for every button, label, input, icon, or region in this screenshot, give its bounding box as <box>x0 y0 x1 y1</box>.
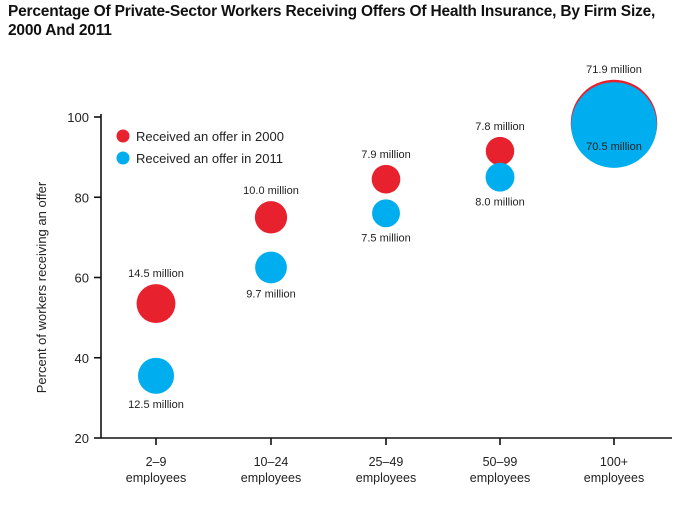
data-label-2000: 14.5 million <box>128 268 184 280</box>
legend-swatch-2011 <box>116 151 130 165</box>
chart-title-line-1: Percentage Of Private-Sector Workers Rec… <box>8 3 656 20</box>
x-tick-label: 25–49 <box>369 455 404 469</box>
legend-label-2000: Received an offer in 2000 <box>136 129 284 144</box>
data-label-2011: 12.5 million <box>128 399 184 411</box>
chart-title-line-2: 2000 And 2011 <box>8 22 112 39</box>
x-tick-label-sub: employees <box>584 471 644 485</box>
x-tick-label-sub: employees <box>241 471 301 485</box>
bubble-2011 <box>485 162 515 192</box>
data-label-2000: 10.0 million <box>243 185 299 197</box>
x-tick-label-sub: employees <box>126 471 186 485</box>
bubble-2000 <box>485 136 515 166</box>
y-tick-label: 40 <box>75 351 89 366</box>
bubble-2000 <box>136 284 176 324</box>
legend-label-2011: Received an offer in 2011 <box>136 151 283 166</box>
y-tick-label: 60 <box>75 271 89 286</box>
x-tick-label: 50–99 <box>483 455 518 469</box>
legend-swatch-2000 <box>116 129 130 143</box>
y-tick-label: 100 <box>67 110 89 125</box>
data-label-2011: 9.7 million <box>246 288 296 300</box>
bubble-2000 <box>254 201 288 234</box>
data-label-2011: 7.5 million <box>361 232 411 244</box>
y-axis-title: Percent of workers receiving an offer <box>34 181 49 393</box>
x-tick-label-sub: employees <box>470 471 530 485</box>
x-tick-label: 10–24 <box>254 455 289 469</box>
bubble-2011 <box>372 199 400 228</box>
bubble-2011 <box>571 82 657 168</box>
x-tick-label: 100+ <box>600 455 628 469</box>
bubble-2011 <box>137 357 175 394</box>
data-label-2000: 71.9 million <box>586 64 642 76</box>
x-tick-label-sub: employees <box>356 471 416 485</box>
data-label-2000: 7.9 million <box>361 149 411 161</box>
data-label-2000: 7.8 million <box>475 121 525 133</box>
bubble-2000 <box>371 164 401 194</box>
bubble-2011 <box>255 251 287 284</box>
y-tick-label: 20 <box>75 431 89 446</box>
chart-title: Percentage Of Private-Sector Workers Rec… <box>8 2 678 40</box>
data-label-2011: 8.0 million <box>475 197 525 209</box>
x-tick-label: 2–9 <box>146 455 167 469</box>
y-tick-label: 80 <box>75 190 89 205</box>
data-label-2011: 70.5 million <box>586 141 642 153</box>
